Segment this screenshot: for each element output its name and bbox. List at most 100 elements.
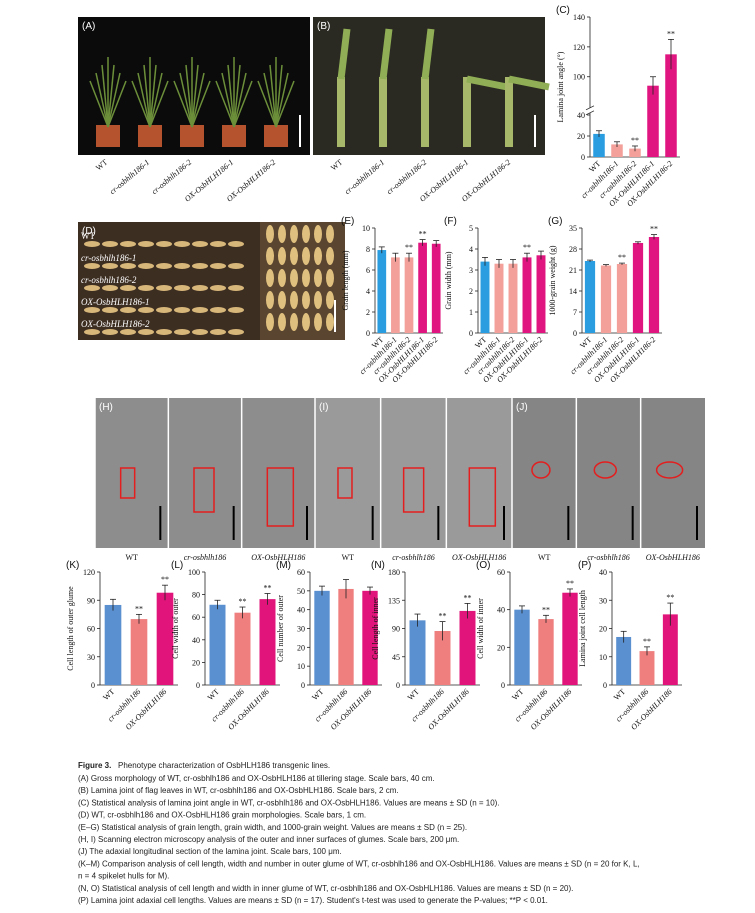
y-tick-label: 20 — [599, 625, 607, 634]
grain — [138, 263, 154, 269]
plant-leaf — [149, 64, 157, 128]
plant-leaf — [227, 64, 235, 128]
photo — [512, 398, 705, 548]
y-tick-label: 20 — [192, 658, 200, 667]
grain — [102, 263, 118, 269]
y-tick-label: 0 — [603, 681, 607, 690]
grain — [314, 291, 322, 309]
bar — [480, 261, 490, 333]
y-tick-label: 80 — [192, 591, 200, 600]
grain — [138, 241, 154, 247]
grain — [120, 241, 136, 247]
photo-caption: OX-OsbHLH186-1 — [81, 297, 150, 307]
leaf-blade — [379, 28, 393, 80]
y-tick-label: 3 — [469, 266, 473, 275]
bar — [431, 243, 441, 333]
y-axis-label: Grain width (mm) — [444, 251, 453, 310]
panel-label: (O) — [476, 560, 490, 571]
x-tick-label: WT — [101, 687, 116, 702]
grain — [302, 291, 310, 309]
grain — [192, 307, 208, 313]
grain — [84, 285, 100, 291]
y-tick-label: 60 — [87, 625, 95, 634]
bar — [508, 263, 518, 333]
grain — [84, 263, 100, 269]
photo-caption: cr-osbhlh186-1 — [108, 158, 151, 197]
grain — [174, 263, 190, 269]
photo-caption: cr-osbhlh186 — [184, 553, 227, 562]
significance-label: ** — [631, 136, 639, 145]
plant-leaf — [101, 64, 109, 128]
x-tick-label: WT — [206, 687, 221, 702]
y-tick-label: 2 — [469, 287, 473, 296]
grain — [290, 313, 298, 331]
y-tick-label: 4 — [366, 287, 370, 296]
grain — [156, 241, 172, 247]
caption-line: (K–M) Comparison analysis of cell length… — [78, 859, 640, 868]
significance-label: ** — [523, 243, 531, 252]
plant-leaf — [191, 72, 205, 128]
y-tick-label: 28 — [569, 245, 577, 254]
y-tick-label: 40 — [599, 568, 607, 577]
y-tick-label: 100 — [573, 73, 585, 82]
grain — [192, 329, 208, 335]
bar — [600, 265, 612, 333]
leaf-stem — [463, 77, 471, 147]
plant-leaf — [191, 64, 199, 128]
caption-line: (E–G) Statistical analysis of grain leng… — [78, 823, 467, 832]
bar — [522, 257, 532, 333]
panel-label: (A) — [82, 21, 95, 32]
grain — [266, 247, 274, 265]
bar — [130, 619, 148, 685]
y-tick-label: 90 — [87, 596, 95, 605]
bar — [404, 257, 414, 333]
y-tick-label: 1 — [469, 308, 473, 317]
leaf-stem — [505, 77, 513, 147]
photo-caption: WT — [342, 553, 355, 562]
grain — [266, 225, 274, 243]
leaf-stem — [337, 77, 345, 147]
significance-label: ** — [135, 604, 143, 613]
photo-caption: cr-osbhlh186-2 — [385, 158, 428, 197]
highlight-region — [531, 461, 551, 479]
bar — [156, 592, 174, 685]
grain — [228, 285, 244, 291]
plant-leaf — [275, 80, 295, 128]
grain — [302, 247, 310, 265]
grain — [314, 247, 322, 265]
plant-leaf — [89, 80, 109, 128]
plant-leaf — [257, 80, 277, 128]
y-tick-label: 14 — [569, 287, 577, 296]
bar — [459, 610, 476, 685]
grain — [228, 241, 244, 247]
photo-caption: WT — [538, 553, 551, 562]
bar — [662, 614, 678, 685]
y-tick-label: 0 — [573, 329, 577, 338]
panel-label: (D) — [82, 226, 96, 237]
y-tick-label: 40 — [577, 111, 585, 120]
grain — [302, 269, 310, 287]
grain — [120, 329, 136, 335]
bar — [377, 250, 387, 333]
leaf-stem — [379, 77, 387, 147]
grain — [314, 269, 322, 287]
pot — [138, 125, 162, 147]
highlight-region — [266, 467, 295, 527]
y-tick-label: 90 — [392, 625, 400, 634]
grain — [314, 313, 322, 331]
y-tick-label: 40 — [497, 606, 505, 615]
photo-caption: OX-OsbHLH186 — [251, 553, 305, 562]
grain — [266, 291, 274, 309]
significance-label: ** — [161, 575, 169, 584]
grain — [210, 329, 226, 335]
leaf-stem — [421, 77, 429, 147]
bar — [536, 255, 546, 333]
grain — [120, 285, 136, 291]
grain — [156, 285, 172, 291]
grain — [326, 313, 334, 331]
bar — [538, 619, 554, 685]
y-tick-label: 50 — [297, 587, 305, 596]
x-tick-label: WT — [510, 687, 525, 702]
grain — [290, 291, 298, 309]
y-tick-label: 8 — [366, 245, 370, 254]
